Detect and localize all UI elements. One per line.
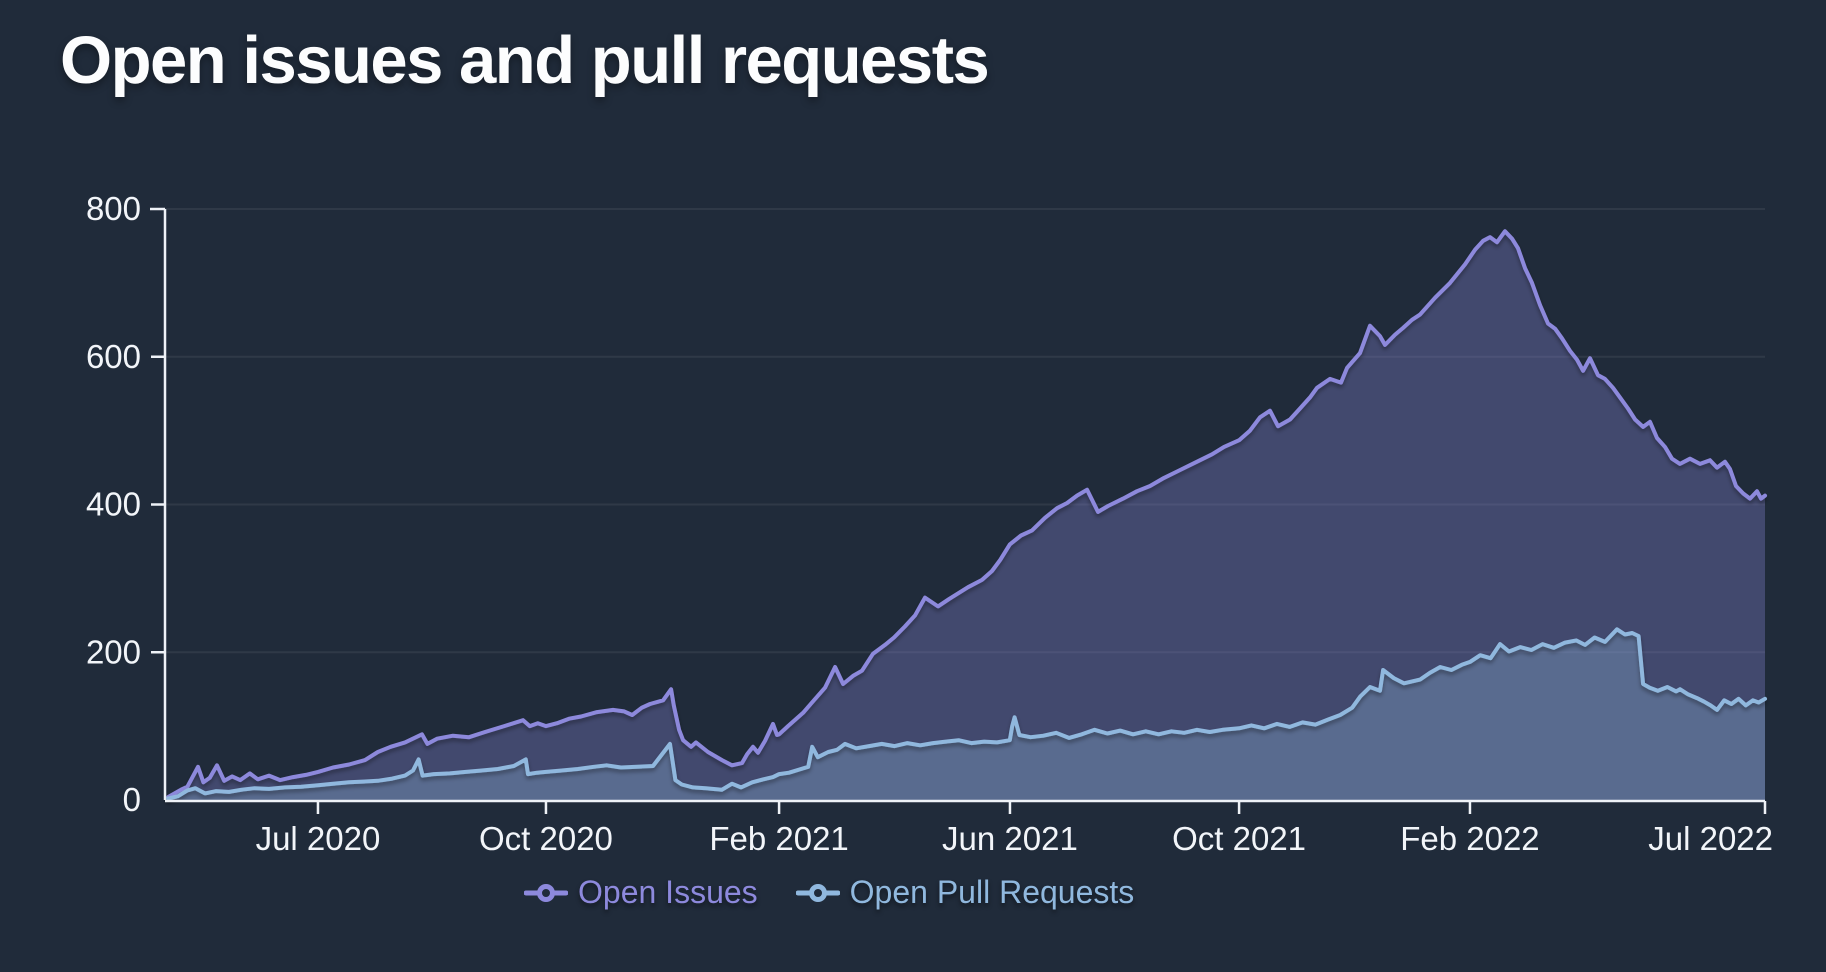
legend: Open Issues Open Pull Requests (524, 874, 1134, 911)
x-axis-tick-label-6: Jul 2022 (1648, 820, 1773, 857)
chart-title: Open issues and pull requests (60, 23, 990, 98)
legend-label-open-issues: Open Issues (578, 874, 758, 910)
open-pull-requests-area (168, 629, 1766, 800)
open-issues-line (166, 229, 1767, 799)
x-axis-tick-label-0: Jul 2020 (256, 820, 381, 857)
legend-label-open-pull-requests: Open Pull Requests (849, 874, 1135, 910)
open-pull-requests-marker-icon (795, 883, 840, 902)
y-axis-tick-label-800: 800 (86, 190, 141, 227)
x-axis-tick-label-4: Oct 2021 (1172, 820, 1306, 857)
x-axis-tick-label-2: Feb 2021 (709, 820, 848, 857)
y-axis-tick-label-0: 0 (123, 781, 141, 818)
y-axis-tick-label-400: 400 (86, 486, 141, 523)
y-axis-tick-label-600: 600 (86, 338, 141, 375)
open-pull-requests-line (166, 627, 1767, 801)
legend-item-open-pull-requests: Open Pull Requests (795, 874, 1135, 911)
x-axis-tick-label-5: Feb 2022 (1400, 820, 1539, 857)
x-axis-tick-label-3: Jun 2021 (942, 820, 1078, 857)
open-issues-marker-icon (524, 883, 568, 902)
x-axis-tick-label-1: Oct 2020 (479, 820, 613, 857)
y-axis-tick-label-200: 200 (86, 633, 141, 670)
legend-item-open-issues: Open Issues (524, 874, 758, 911)
open-issues-area (168, 231, 1766, 800)
